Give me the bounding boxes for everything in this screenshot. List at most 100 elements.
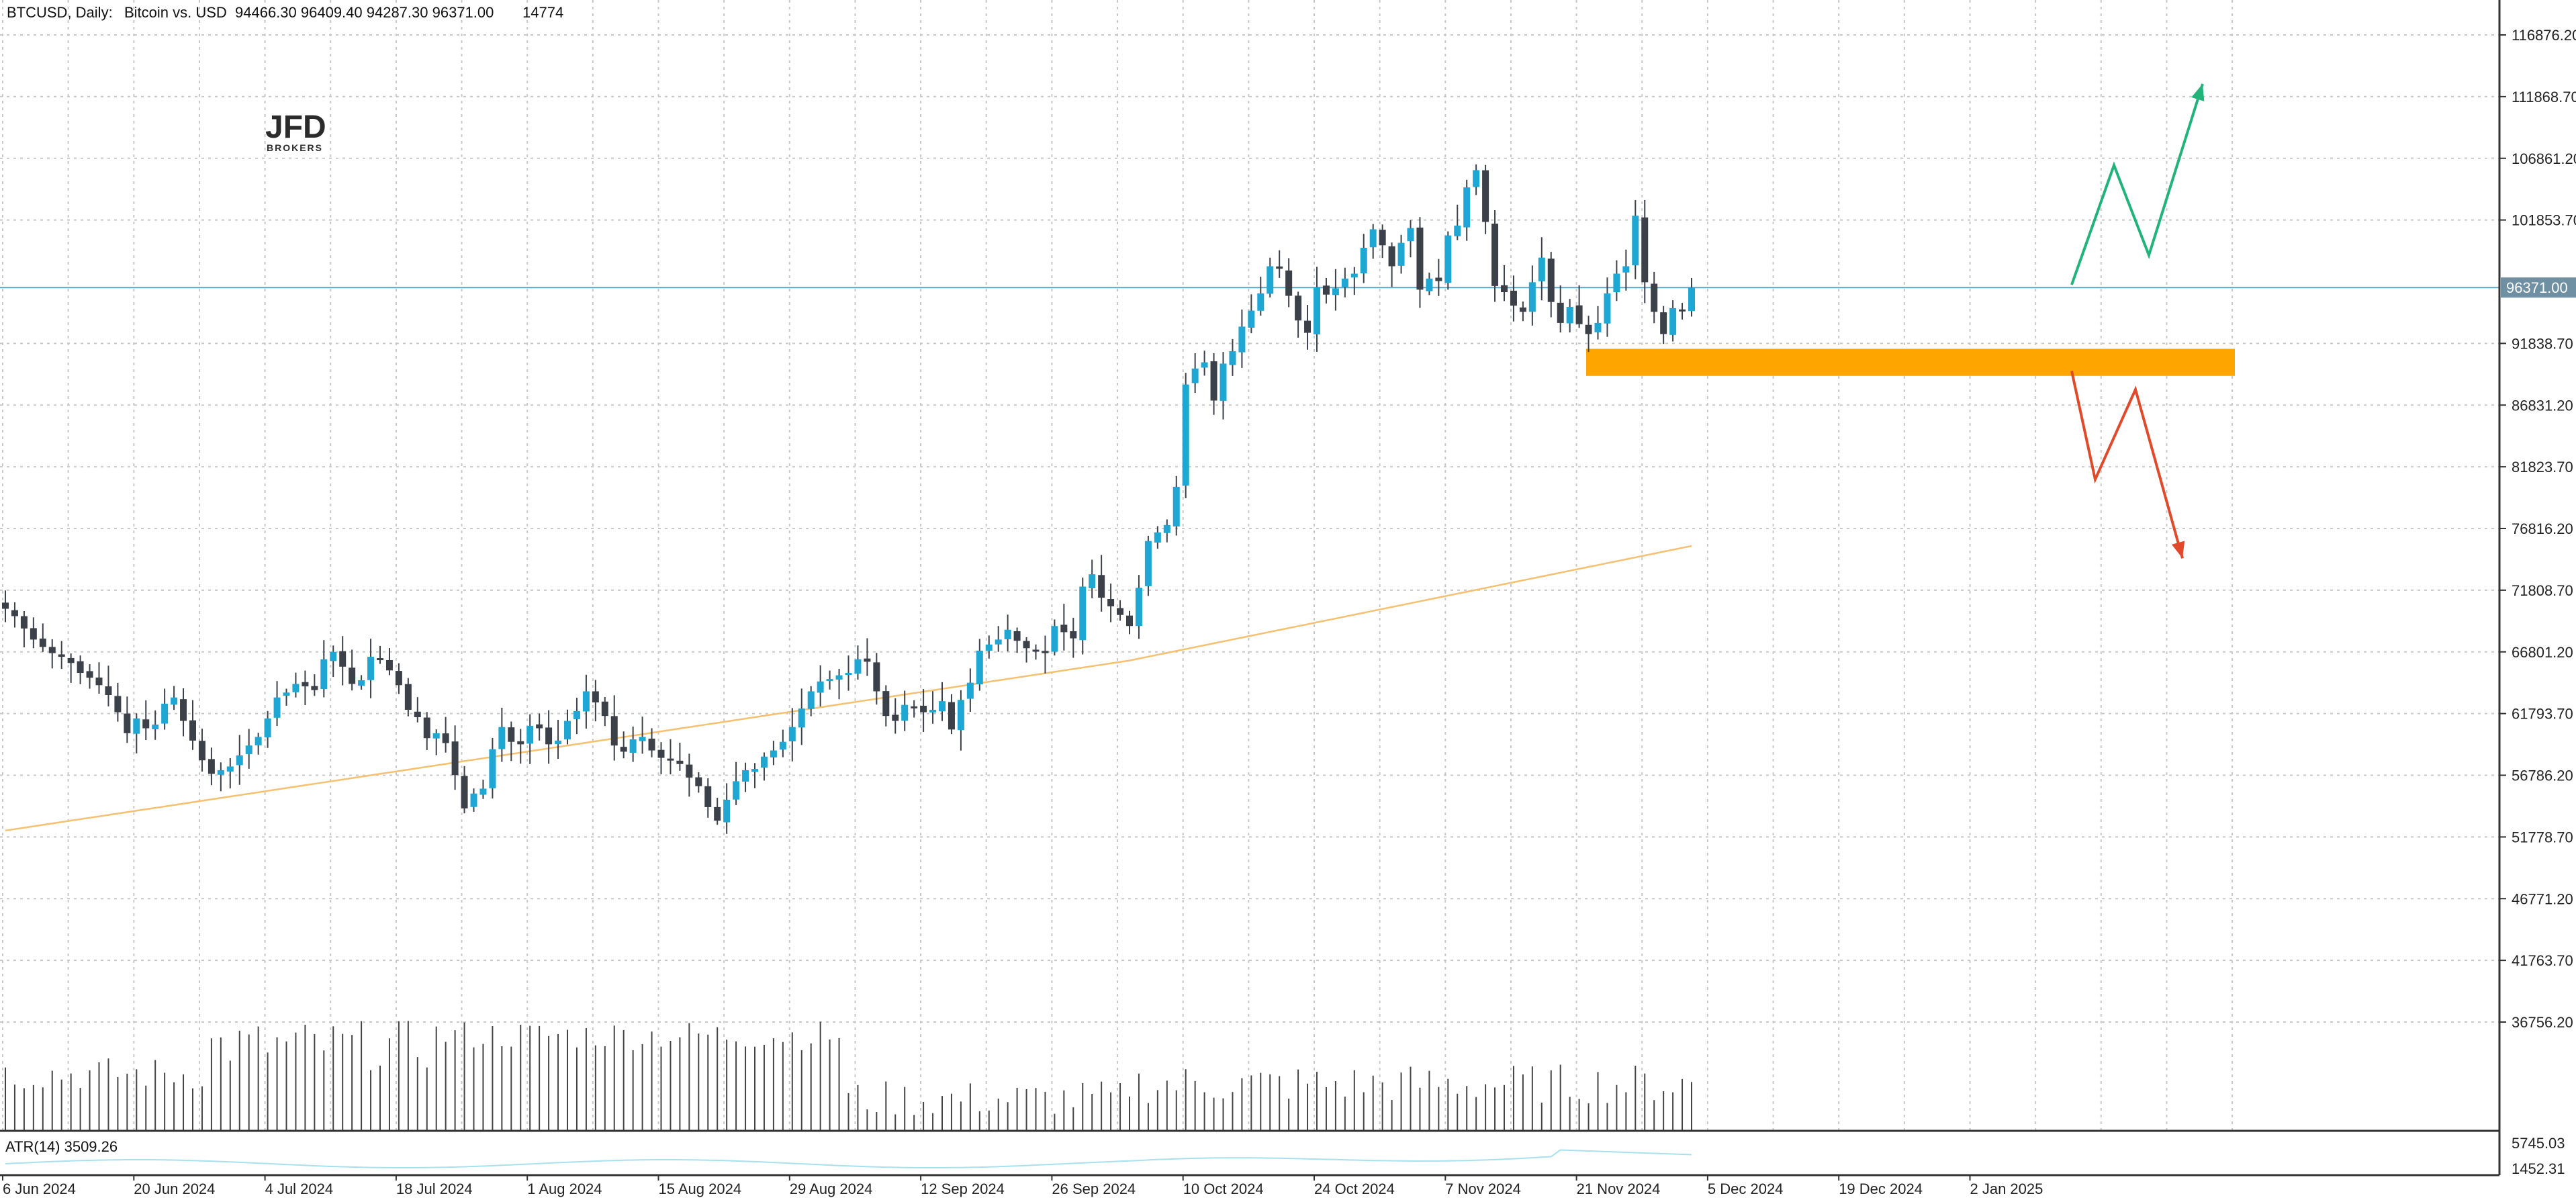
y-tick-label: 101853.70 (2512, 212, 2576, 229)
current-price-badge (2501, 277, 2576, 298)
bull-candle-body (1201, 362, 1208, 368)
candle (1201, 351, 1208, 376)
candle (882, 685, 890, 727)
candle (180, 688, 187, 737)
candle (686, 753, 693, 797)
bull-candle-body (470, 793, 477, 807)
candle (377, 645, 383, 664)
bull-candle-body (330, 651, 337, 661)
bull-candle-body (171, 697, 178, 705)
candle (1463, 179, 1471, 241)
bear-candle-body (349, 667, 356, 684)
x-tick-label: 26 Sep 2024 (1052, 1181, 1136, 1197)
bear-candle-body (20, 616, 28, 629)
candle (536, 713, 543, 741)
candle (20, 611, 28, 647)
candle (1257, 276, 1264, 316)
bear-candle-body (302, 682, 309, 687)
chart-header: BTCUSD, Daily: Bitcoin vs. USD 94466.30 … (7, 4, 563, 21)
support-zone-rect (1586, 349, 2235, 376)
candle (1322, 277, 1330, 304)
bear-candle-body (385, 659, 393, 671)
bear-candle-body (30, 628, 37, 640)
bull-candle-body (995, 639, 1002, 645)
candle (648, 728, 655, 757)
candle (86, 664, 93, 689)
candle (395, 663, 402, 694)
candle (1482, 165, 1489, 234)
bull-candle-body (292, 684, 300, 692)
candle (1107, 583, 1115, 622)
candle (1688, 277, 1695, 317)
y-tick-label: 91838.70 (2512, 335, 2573, 352)
candle (1229, 338, 1236, 376)
bull-candle-body (1566, 307, 1573, 324)
candle (1426, 272, 1433, 295)
y-tick-label: 116876.20 (2512, 27, 2576, 44)
bear-candle-body (1519, 307, 1526, 312)
candle (330, 645, 337, 678)
bear-candle-body (695, 777, 702, 786)
bull-candle-body (770, 750, 777, 757)
bull-candle-body (1426, 278, 1433, 291)
candle (1332, 269, 1339, 311)
y-tick-label: 71808.70 (2512, 582, 2573, 599)
bear-candle-body (377, 658, 383, 661)
time-axis: 6 Jun 2024 20 Jun 2024 4 Jul 2024 18 Jul 20… (2, 1175, 2043, 1197)
bear-candle-body (142, 719, 150, 729)
bear-candle-body (1547, 259, 1555, 302)
candle (1295, 291, 1302, 338)
bear-candle-body (1295, 295, 1302, 321)
bull-candle-body (1004, 629, 1011, 639)
y-tick-label: 41763.70 (2512, 952, 2573, 969)
candle (217, 762, 224, 792)
candle (573, 698, 580, 735)
candle (770, 741, 777, 766)
bear-candle-body (911, 706, 918, 708)
candle (1191, 353, 1199, 394)
atr-label: ATR(14) 3509.26 (5, 1138, 118, 1155)
candle (1360, 234, 1367, 283)
candle (114, 682, 122, 722)
x-tick-label: 29 Aug 2024 (790, 1181, 873, 1197)
bear-candle-body (1210, 361, 1217, 401)
candle (302, 670, 309, 706)
bull-candle-body (1089, 574, 1096, 588)
candle (1519, 302, 1526, 322)
candle (526, 714, 534, 764)
candle (1528, 265, 1536, 326)
candle (11, 602, 18, 628)
bull-candle-body (432, 733, 440, 739)
candle (1435, 259, 1442, 296)
bear-candle-body (1276, 266, 1283, 269)
bull-candle-body (1632, 216, 1639, 266)
candle (723, 783, 731, 834)
candle (1604, 277, 1611, 337)
candle (939, 682, 946, 721)
bull-candle-body (1538, 257, 1545, 281)
instrument-description: Bitcoin vs. USD (124, 4, 227, 21)
bull-candle-body (1144, 541, 1152, 586)
candle (1444, 231, 1452, 290)
bear-candle-body (1032, 649, 1040, 652)
candle (1220, 352, 1227, 420)
x-tick-label: 18 Jul 2024 (396, 1181, 473, 1197)
candle (48, 639, 56, 669)
bear-candle-body (451, 741, 459, 776)
candle (826, 670, 833, 690)
candle (1566, 299, 1573, 333)
bear-candle-body (1107, 599, 1115, 606)
symbol-label: BTCUSD, Daily: (7, 4, 113, 21)
candle (1622, 249, 1630, 291)
bull-candle-body (957, 700, 964, 731)
candle (479, 780, 487, 799)
bullish-scenario-path (2070, 83, 2204, 285)
x-tick-label: 24 Oct 2024 (1314, 1181, 1395, 1197)
atr-indicator (5, 1149, 1692, 1168)
candle (1172, 475, 1180, 536)
bear-candle-body (920, 706, 927, 712)
bull-candle-body (1369, 229, 1377, 248)
x-tick-label: 10 Oct 2024 (1183, 1181, 1264, 1197)
bull-candle-body (788, 727, 796, 742)
candle (1407, 220, 1414, 258)
